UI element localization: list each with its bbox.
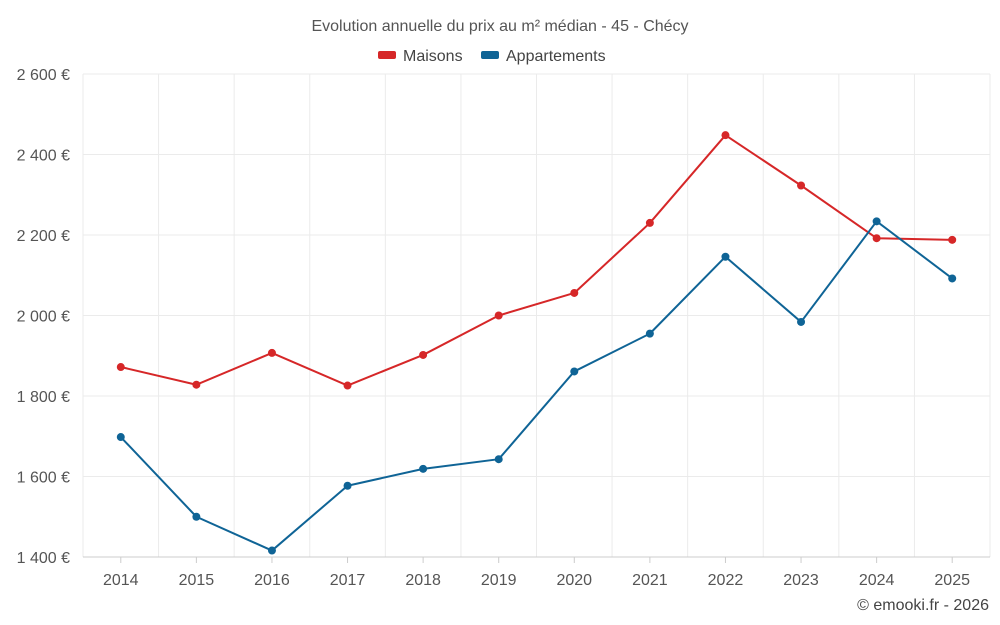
data-point-maisons[interactable] — [343, 381, 352, 390]
data-point-maisons[interactable] — [721, 131, 730, 140]
y-tick-label: 1 600 € — [17, 470, 70, 487]
data-point-appartements[interactable] — [570, 367, 579, 376]
x-tick-label: 2017 — [330, 572, 366, 589]
data-point-maisons[interactable] — [192, 380, 201, 389]
series-line-appartements[interactable] — [120, 220, 953, 552]
data-point-maisons[interactable] — [267, 348, 276, 357]
data-point-appartements[interactable] — [721, 252, 730, 261]
data-point-appartements[interactable] — [872, 217, 881, 226]
data-point-appartements[interactable] — [494, 455, 503, 464]
legend-item-appartements[interactable]: Appartements — [481, 48, 606, 65]
legend-swatch-appartements — [481, 51, 499, 59]
data-point-maisons[interactable] — [948, 235, 957, 244]
axes: 1 400 € 1 600 € 1 800 € 2 000 € 2 200 € 2 400… — [17, 67, 990, 589]
data-point-appartements[interactable] — [192, 512, 201, 521]
credit-text: © emooki.fr - 2026 — [857, 597, 989, 614]
legend-swatch-maisons — [378, 51, 396, 59]
data-point-maisons[interactable] — [419, 350, 428, 359]
data-point-appartements[interactable] — [948, 274, 957, 283]
data-point-appartements[interactable] — [645, 329, 654, 338]
x-tick-label: 2025 — [934, 572, 970, 589]
data-point-maisons[interactable] — [570, 288, 579, 297]
y-tick-label: 2 200 € — [17, 228, 70, 245]
data-point-maisons[interactable] — [797, 181, 806, 190]
x-tick-label: 2022 — [708, 572, 744, 589]
y-tick-label: 2 400 € — [17, 148, 70, 165]
x-tick-label: 2015 — [179, 572, 215, 589]
y-tick-label: 2 000 € — [17, 309, 70, 326]
data-point-maisons[interactable] — [645, 218, 654, 227]
legend-label-maisons: Maisons — [403, 48, 463, 65]
data-point-appartements[interactable] — [343, 481, 352, 490]
x-tick-label: 2016 — [254, 572, 290, 589]
y-tick-label: 2 600 € — [17, 67, 70, 84]
data-point-appartements[interactable] — [797, 317, 806, 326]
grid — [82, 73, 991, 557]
y-tick-label: 1 800 € — [17, 389, 70, 406]
legend-label-appartements: Appartements — [506, 48, 606, 65]
x-tick-label: 2014 — [103, 572, 139, 589]
data-point-maisons[interactable] — [872, 234, 881, 243]
data-point-maisons[interactable] — [494, 311, 503, 320]
x-tick-label: 2021 — [632, 572, 668, 589]
data-point-maisons[interactable] — [116, 363, 125, 372]
chart-title: Evolution annuelle du prix au m² médian … — [311, 18, 688, 35]
x-tick-label: 2023 — [783, 572, 819, 589]
series-line-maisons[interactable] — [120, 134, 953, 387]
x-tick-label: 2019 — [481, 572, 517, 589]
x-tick-label: 2024 — [859, 572, 895, 589]
data-point-appartements[interactable] — [267, 546, 276, 555]
x-tick-label: 2018 — [405, 572, 441, 589]
legend-item-maisons[interactable]: Maisons — [378, 48, 463, 65]
series-layer — [116, 131, 957, 555]
data-point-appartements[interactable] — [116, 433, 125, 442]
data-point-appartements[interactable] — [419, 464, 428, 473]
legend[interactable]: Maisons Appartements — [378, 48, 606, 65]
y-tick-label: 1 400 € — [17, 550, 70, 567]
x-tick-label: 2020 — [556, 572, 592, 589]
